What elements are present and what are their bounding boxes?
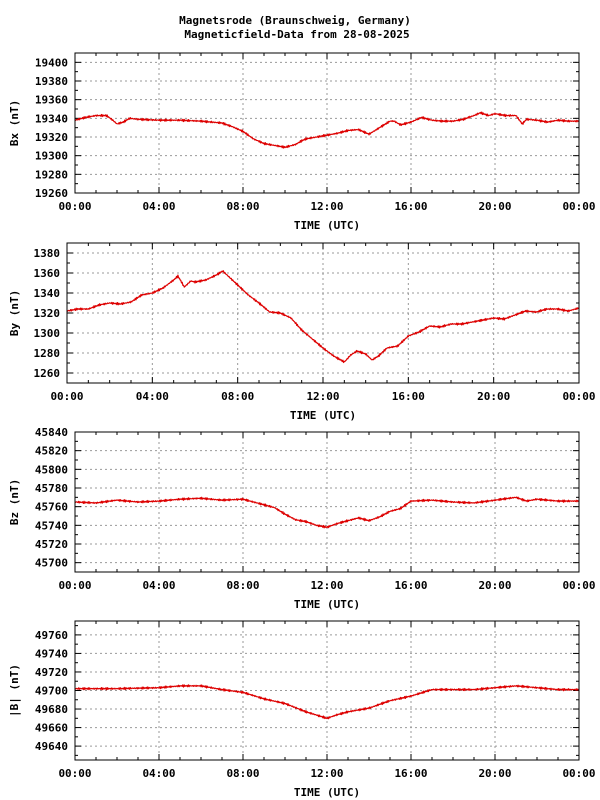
plot-frame <box>74 52 580 194</box>
y-tick-label: 49720 <box>35 666 68 679</box>
y-tick-label: 49680 <box>35 703 68 716</box>
x-tick-label: 00:00 <box>58 767 91 780</box>
x-tick-label: 16:00 <box>394 767 427 780</box>
y-tick-label: 1300 <box>34 327 61 340</box>
y-tick-label: 1360 <box>34 267 61 280</box>
x-tick-label: 20:00 <box>477 390 510 403</box>
x-tick-label: 04:00 <box>142 200 175 213</box>
panel-bz: 00:00 04:00 08:00 12:00 16:00 20:00 00:00 45700… <box>8 426 596 611</box>
y-tick-label: 1280 <box>34 347 61 360</box>
x-tick-label: 16:00 <box>392 390 425 403</box>
y-tick-label: 49700 <box>35 685 68 698</box>
y-axis-label: |B| (nT) <box>8 664 21 717</box>
x-tick-label: 20:00 <box>478 200 511 213</box>
x-tick-label: 04:00 <box>142 579 175 592</box>
series-line-bt <box>74 684 580 720</box>
panel-bt: 00:00 04:00 08:00 12:00 16:00 20:00 00:00 49640… <box>8 620 596 799</box>
y-tick-label: 1380 <box>34 247 61 260</box>
y-axis-label: Bx (nT) <box>8 100 21 146</box>
x-tick-label: 16:00 <box>394 200 427 213</box>
chart-panels: 00:00 04:00 08:00 12:00 16:00 20:00 00:0019260… <box>8 52 596 799</box>
x-tick-label: 16:00 <box>394 579 427 592</box>
y-tick-label: 45700 <box>35 557 68 570</box>
x-tick-label: 12:00 <box>306 390 339 403</box>
figure-title-line2: Magneticfield-Data from 28-08-2025 <box>184 28 409 41</box>
y-tick-label: 1340 <box>34 287 61 300</box>
y-tick-label: 45740 <box>35 519 68 532</box>
x-axis-label: TIME (UTC) <box>290 409 356 422</box>
x-tick-label: 04:00 <box>136 390 169 403</box>
y-tick-label: 45720 <box>35 538 68 551</box>
y-tick-label: 49640 <box>35 740 68 753</box>
y-tick-label: 45800 <box>35 463 68 476</box>
x-tick-label: 00:00 <box>58 200 91 213</box>
plot-frame <box>66 242 580 384</box>
x-tick-label: 04:00 <box>142 767 175 780</box>
y-tick-label: 49660 <box>35 722 68 735</box>
y-tick-label: 19260 <box>35 187 68 200</box>
plot-frame <box>74 620 580 761</box>
x-tick-label: 12:00 <box>310 767 343 780</box>
plot-frame <box>74 431 580 573</box>
x-tick-label: 00:00 <box>562 200 595 213</box>
y-tick-label: 49760 <box>35 629 68 642</box>
x-tick-label: 12:00 <box>310 579 343 592</box>
y-tick-label: 45840 <box>35 426 68 439</box>
y-tick-label: 19300 <box>35 150 68 163</box>
x-tick-label: 00:00 <box>50 390 83 403</box>
x-axis-label: TIME (UTC) <box>294 598 360 611</box>
panel-by: 00:00 04:00 08:00 12:00 16:00 20:00 00:00 1260 1… <box>8 242 596 422</box>
y-tick-label: 1260 <box>34 367 61 380</box>
y-tick-label: 45820 <box>35 445 68 458</box>
x-tick-label: 00:00 <box>562 579 595 592</box>
x-tick-label: 00:00 <box>562 390 595 403</box>
figure-title-line1: Magnetsrode (Braunschweig, Germany) <box>179 14 411 27</box>
x-tick-label: 20:00 <box>478 767 511 780</box>
y-tick-label: 19340 <box>35 112 68 125</box>
x-tick-label: 20:00 <box>478 579 511 592</box>
y-tick-label: 19320 <box>35 131 68 144</box>
y-tick-label: 45760 <box>35 501 68 514</box>
y-tick-label: 19360 <box>35 94 68 107</box>
y-tick-label: 19400 <box>35 56 68 69</box>
y-tick-label: 45780 <box>35 482 68 495</box>
series-line-by <box>66 270 580 364</box>
x-axis-label: TIME (UTC) <box>294 786 360 799</box>
x-axis-label: TIME (UTC) <box>294 219 360 232</box>
y-axis-label: By (nT) <box>8 290 21 336</box>
x-tick-label: 00:00 <box>562 767 595 780</box>
series-line-bx <box>74 111 580 149</box>
x-tick-label: 08:00 <box>226 200 259 213</box>
x-tick-label: 00:00 <box>58 579 91 592</box>
y-tick-label: 19380 <box>35 75 68 88</box>
x-tick-label: 08:00 <box>226 579 259 592</box>
x-tick-label: 08:00 <box>221 390 254 403</box>
panel-bx: 00:00 04:00 08:00 12:00 16:00 20:00 00:0019260… <box>8 52 596 232</box>
y-tick-label: 19280 <box>35 168 68 181</box>
y-tick-label: 49740 <box>35 647 68 660</box>
y-axis-label: Bz (nT) <box>8 479 21 525</box>
series-line-bz <box>74 496 580 529</box>
y-tick-label: 1320 <box>34 307 61 320</box>
x-tick-label: 08:00 <box>226 767 259 780</box>
x-tick-label: 12:00 <box>310 200 343 213</box>
